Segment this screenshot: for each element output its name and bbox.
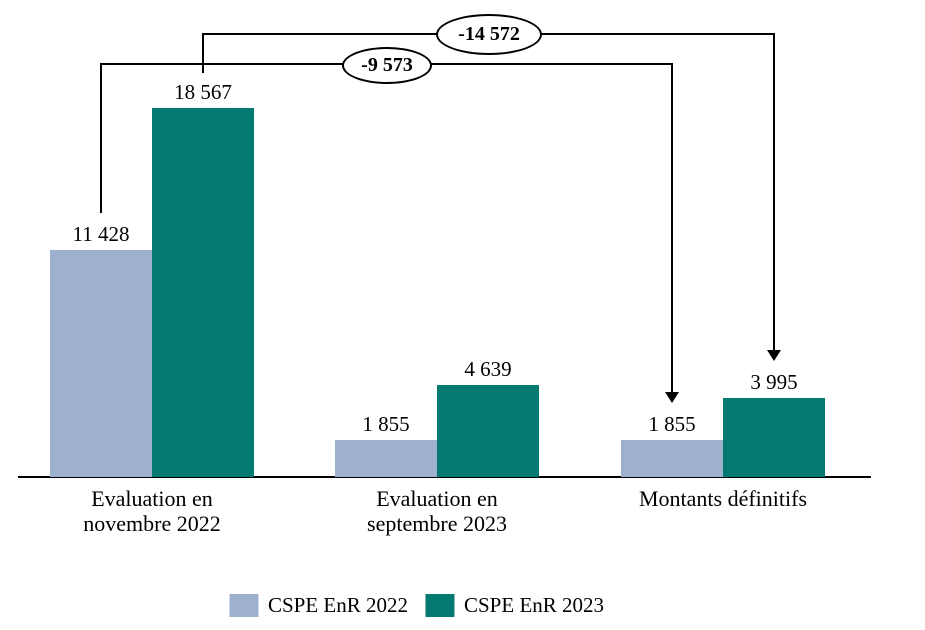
value-label-cspe-enr-2023-evaluation-en-novembre-2022: 18 567	[174, 80, 232, 104]
annotation-label-1: -9 573	[361, 54, 413, 76]
annotation-oval-2: -14 572	[436, 14, 542, 55]
connector-annotation-1-arrowhead-icon	[665, 392, 679, 403]
bar-cspe-enr-2023-montants-d-finitifs	[723, 398, 825, 477]
category-label-montants-d-finitifs: Montants définitifs	[638, 486, 808, 511]
value-label-cspe-enr-2023-montants-d-finitifs: 3 995	[750, 370, 798, 394]
legend-label-cspe-enr-2022: CSPE EnR 2022	[267, 593, 408, 617]
connector-annotation-1-right-vertical	[671, 65, 673, 393]
x-axis-line	[18, 476, 871, 478]
category-label-evaluation-en-septembre-2023: Evaluation en septembre 2023	[367, 486, 507, 536]
legend-item-cspe-enr-2023: CSPE EnR 2023	[425, 592, 604, 618]
bar-cspe-enr-2022-evaluation-en-novembre-2022	[50, 250, 152, 477]
legend-swatch-cspe-enr-2022	[228, 593, 258, 617]
bar-cspe-enr-2023-evaluation-en-novembre-2022	[152, 108, 254, 477]
connector-annotation-2-arrowhead-icon	[767, 350, 781, 361]
category-label-evaluation-en-novembre-2022: Evaluation en novembre 2022	[83, 486, 221, 536]
annotation-label-2: -14 572	[458, 23, 520, 45]
bar-cspe-enr-2022-evaluation-en-septembre-2023	[335, 440, 437, 477]
bar-cspe-enr-2023-evaluation-en-septembre-2023	[437, 385, 539, 477]
connector-annotation-2-left-vertical	[202, 33, 204, 73]
connector-annotation-2-right-vertical	[773, 35, 775, 351]
legend-item-cspe-enr-2022: CSPE EnR 2022	[228, 592, 408, 618]
value-label-cspe-enr-2022-evaluation-en-septembre-2023: 1 855	[362, 412, 410, 436]
value-label-cspe-enr-2022-montants-d-finitifs: 1 855	[648, 412, 696, 436]
value-label-cspe-enr-2022-evaluation-en-novembre-2022: 11 428	[72, 222, 130, 246]
legend-label-cspe-enr-2023: CSPE EnR 2023	[464, 593, 605, 617]
bar-cspe-enr-2022-montants-d-finitifs	[621, 440, 723, 477]
annotation-oval-1: -9 573	[342, 47, 432, 84]
value-label-cspe-enr-2023-evaluation-en-septembre-2023: 4 639	[464, 357, 512, 381]
legend: CSPE EnR 2022 CSPE EnR 2023	[228, 592, 604, 618]
connector-annotation-1-left-vertical	[100, 63, 102, 213]
legend-swatch-cspe-enr-2023	[425, 593, 454, 617]
